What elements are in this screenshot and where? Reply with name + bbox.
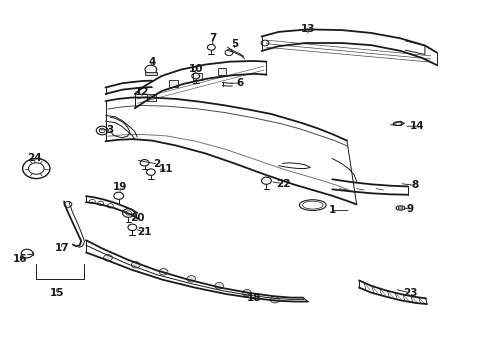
- Text: 23: 23: [402, 288, 417, 298]
- Bar: [168, 80, 177, 87]
- Text: 11: 11: [159, 164, 173, 174]
- Bar: [217, 68, 226, 75]
- Circle shape: [103, 255, 112, 261]
- Text: 1: 1: [328, 206, 335, 216]
- Text: 9: 9: [406, 204, 413, 214]
- Text: 12: 12: [135, 87, 149, 97]
- Circle shape: [159, 269, 167, 275]
- Text: 19: 19: [113, 182, 127, 192]
- Text: 3: 3: [106, 125, 114, 135]
- Text: 21: 21: [137, 227, 151, 237]
- Text: 15: 15: [49, 288, 64, 298]
- Circle shape: [242, 289, 251, 296]
- Circle shape: [131, 262, 140, 268]
- Text: 10: 10: [188, 64, 203, 74]
- Circle shape: [186, 275, 195, 282]
- Circle shape: [214, 283, 223, 289]
- Text: 17: 17: [54, 243, 69, 253]
- Text: 22: 22: [276, 179, 290, 189]
- Text: 6: 6: [236, 78, 243, 88]
- Text: 13: 13: [300, 24, 314, 35]
- Text: 14: 14: [409, 121, 424, 131]
- Text: 16: 16: [13, 254, 27, 264]
- Bar: [145, 72, 157, 75]
- Text: 5: 5: [231, 39, 238, 49]
- Text: 24: 24: [27, 153, 42, 163]
- Circle shape: [270, 297, 279, 303]
- Bar: [147, 94, 156, 101]
- Text: 4: 4: [148, 57, 155, 67]
- Text: 8: 8: [411, 180, 418, 190]
- Text: 2: 2: [153, 159, 160, 169]
- Bar: [193, 73, 202, 80]
- Text: 18: 18: [246, 293, 261, 303]
- Text: 20: 20: [130, 213, 144, 222]
- Text: 7: 7: [209, 33, 216, 43]
